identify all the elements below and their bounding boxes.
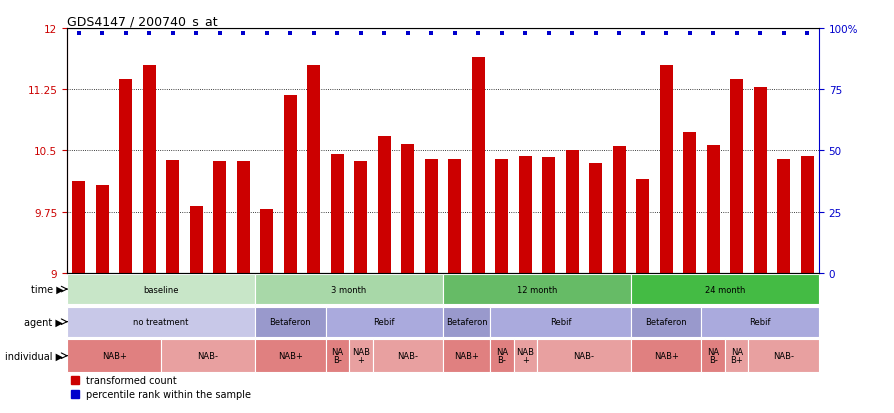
Text: Rebif: Rebif (373, 318, 394, 326)
Bar (490, 339, 513, 372)
Text: baseline: baseline (143, 285, 179, 294)
Bar (443, 307, 490, 337)
Bar (119, 79, 132, 273)
Bar (166, 161, 179, 273)
Bar (588, 163, 602, 273)
Text: NAB-: NAB- (397, 351, 417, 360)
Text: NAB-: NAB- (573, 351, 594, 360)
Bar (260, 210, 273, 273)
Bar (776, 159, 789, 273)
Bar (377, 136, 391, 273)
Bar (630, 339, 701, 372)
Text: 12 month: 12 month (516, 285, 557, 294)
Text: Betaferon: Betaferon (645, 318, 687, 326)
Text: NA
B-: NA B- (706, 347, 719, 364)
Bar (701, 307, 818, 337)
Bar (372, 339, 443, 372)
Text: NAB-: NAB- (772, 351, 793, 360)
Bar (630, 307, 701, 337)
Text: NAB-: NAB- (198, 351, 218, 360)
Text: NA
B-: NA B- (495, 347, 507, 364)
Bar (471, 57, 485, 273)
Text: Betaferon: Betaferon (269, 318, 311, 326)
Bar (659, 66, 672, 273)
Text: NAB
+: NAB + (516, 347, 534, 364)
Text: Rebif: Rebif (549, 318, 570, 326)
Bar (494, 159, 508, 273)
Bar (800, 157, 813, 273)
Bar (161, 339, 255, 372)
Bar (730, 79, 742, 273)
Text: NAB+: NAB+ (277, 351, 302, 360)
Text: time ▶: time ▶ (30, 285, 63, 294)
Text: 3 month: 3 month (331, 285, 367, 294)
Text: no treatment: no treatment (133, 318, 189, 326)
Bar (67, 339, 161, 372)
Text: 24 month: 24 month (704, 285, 745, 294)
Bar (612, 147, 625, 273)
Bar (682, 133, 696, 273)
Bar (542, 157, 554, 273)
Bar (513, 339, 536, 372)
Bar (747, 339, 818, 372)
Bar (325, 339, 349, 372)
Bar (354, 161, 367, 273)
Bar (701, 339, 724, 372)
Bar (401, 145, 414, 273)
Bar (636, 180, 648, 273)
Text: Betaferon: Betaferon (445, 318, 487, 326)
Text: NA
B+: NA B+ (730, 347, 742, 364)
Bar (67, 307, 255, 337)
Bar (67, 274, 255, 304)
Text: GDS4147 / 200740_s_at: GDS4147 / 200740_s_at (67, 15, 217, 28)
Bar (325, 307, 443, 337)
Bar (307, 66, 320, 273)
Bar (565, 151, 578, 273)
Text: individual ▶: individual ▶ (5, 351, 63, 361)
Text: percentile rank within the sample: percentile rank within the sample (86, 389, 250, 399)
Bar (443, 339, 490, 372)
Bar (724, 339, 747, 372)
Bar (213, 161, 226, 273)
Bar (237, 161, 249, 273)
Bar (519, 157, 531, 273)
Bar (753, 88, 766, 273)
Bar (72, 182, 85, 273)
Bar (331, 155, 343, 273)
Text: Rebif: Rebif (748, 318, 770, 326)
Text: NA
B-: NA B- (331, 347, 343, 364)
Bar (349, 339, 372, 372)
Text: agent ▶: agent ▶ (24, 317, 63, 327)
Text: NAB+: NAB+ (453, 351, 478, 360)
Text: NAB
+: NAB + (351, 347, 369, 364)
Bar (283, 96, 297, 273)
Bar (255, 274, 443, 304)
Text: NAB+: NAB+ (102, 351, 126, 360)
Bar (96, 185, 109, 273)
Bar (490, 307, 630, 337)
Bar (536, 339, 630, 372)
Bar (190, 206, 203, 273)
Bar (255, 339, 325, 372)
Bar (706, 146, 719, 273)
Text: NAB+: NAB+ (653, 351, 678, 360)
Bar (255, 307, 325, 337)
Bar (143, 66, 156, 273)
Bar (448, 159, 460, 273)
Bar (425, 159, 437, 273)
Bar (443, 274, 630, 304)
Bar (630, 274, 818, 304)
Text: transformed count: transformed count (86, 375, 176, 385)
